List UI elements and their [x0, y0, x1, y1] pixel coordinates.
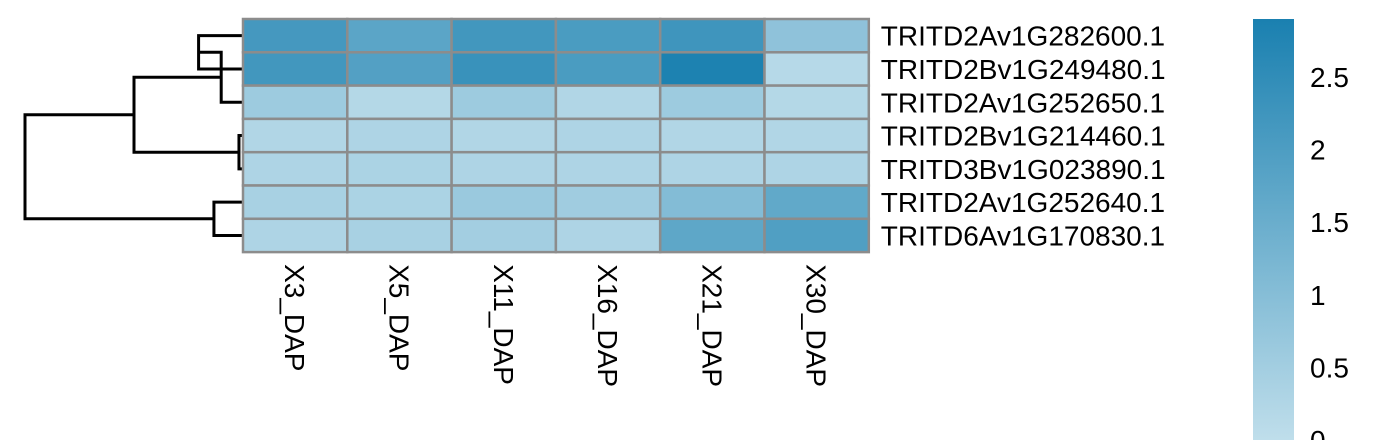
row-label: TRITD2Av1G252640.1 — [881, 187, 1165, 218]
heatmap-cell — [346, 117, 453, 154]
legend-tick-label: 1 — [1310, 280, 1326, 311]
heatmap-cell — [241, 117, 349, 154]
row-label: TRITD6Av1G170830.1 — [881, 220, 1165, 251]
heatmap-cell — [658, 84, 766, 121]
heatmap-cell — [450, 51, 558, 87]
legend-tick-label: 0 — [1310, 425, 1326, 440]
heatmap-cell — [346, 51, 453, 87]
legend-tick-label: 2 — [1310, 135, 1326, 166]
heatmap-cell — [241, 51, 349, 87]
row-label: TRITD2Av1G282600.1 — [881, 21, 1165, 52]
heatmap-cell — [241, 17, 349, 54]
column-label: X5_DAP — [383, 264, 414, 371]
heatmap-cell — [241, 217, 349, 254]
heatmap-cell — [554, 84, 662, 121]
dendrogram-branch — [212, 200, 243, 237]
heatmap-cell — [763, 17, 871, 54]
heatmap-cell — [658, 117, 766, 154]
heatmap-cell — [554, 150, 662, 187]
heatmap-cell — [450, 17, 558, 54]
heatmap-cell — [346, 84, 453, 121]
row-label: TRITD2Bv1G249480.1 — [881, 54, 1166, 85]
heatmap-cell — [346, 17, 453, 54]
heatmap-cell — [763, 84, 871, 121]
row-label: TRITD2Av1G252650.1 — [881, 87, 1165, 118]
row-dendrogram — [23, 34, 243, 237]
heatmap-cell — [241, 150, 349, 187]
column-label: X30_DAP — [801, 264, 832, 387]
legend-tick-label: 1.5 — [1310, 207, 1349, 238]
heatmap-cell — [763, 51, 871, 87]
heatmap-cell — [554, 117, 662, 154]
heatmap-cell — [554, 51, 662, 87]
heatmap-cell — [554, 184, 662, 221]
dendrogram-branch — [23, 113, 214, 221]
heatmap-cell — [763, 117, 871, 154]
heatmap-cell — [554, 17, 662, 54]
heatmap-cell — [450, 84, 558, 121]
column-labels: X3_DAP X5_DAP X11_DAP X16_DAP X21_DAP X30_DAP — [279, 264, 832, 387]
row-labels: TRITD2Av1G282600.1TRITD2Bv1G249480.1TRIT… — [881, 21, 1166, 252]
heatmap-cell — [658, 217, 766, 254]
heatmap-cell — [658, 184, 766, 221]
heatmap-cell — [450, 217, 558, 254]
heatmap-cell — [450, 184, 558, 221]
heatmap-cell — [346, 184, 453, 221]
column-label: X21_DAP — [696, 264, 727, 387]
row-label: TRITD3Bv1G023890.1 — [881, 154, 1166, 185]
heatmap-cell — [450, 117, 558, 154]
heatmap-cell — [241, 84, 349, 121]
column-label: X16_DAP — [592, 264, 623, 387]
heatmap-cell — [763, 150, 871, 187]
dendrogram-branch — [237, 134, 243, 171]
row-label: TRITD2Bv1G214460.1 — [881, 121, 1166, 152]
column-label: X11_DAP — [488, 264, 519, 385]
heatmap-cell — [241, 184, 349, 221]
heatmap-cell — [554, 217, 662, 254]
legend-tick-label: 0.5 — [1310, 352, 1349, 383]
heatmap-cell — [658, 150, 766, 187]
color-legend-bar — [1253, 19, 1294, 440]
heatmap-cell — [450, 150, 558, 187]
heatmap-cell — [346, 150, 453, 187]
color-legend: 0 0.5 1 1.5 2 2.5 — [1253, 19, 1349, 440]
heatmap-cell — [658, 51, 766, 87]
legend-tick-label: 2.5 — [1310, 62, 1349, 93]
heatmap-cell — [658, 17, 766, 54]
dendrogram-branch — [132, 75, 239, 154]
heatmap-cell — [763, 217, 871, 254]
heatmap-cell — [346, 217, 453, 254]
heatmap-cell — [763, 184, 871, 221]
heatmap-cells — [241, 17, 871, 254]
column-label: X3_DAP — [279, 264, 310, 371]
